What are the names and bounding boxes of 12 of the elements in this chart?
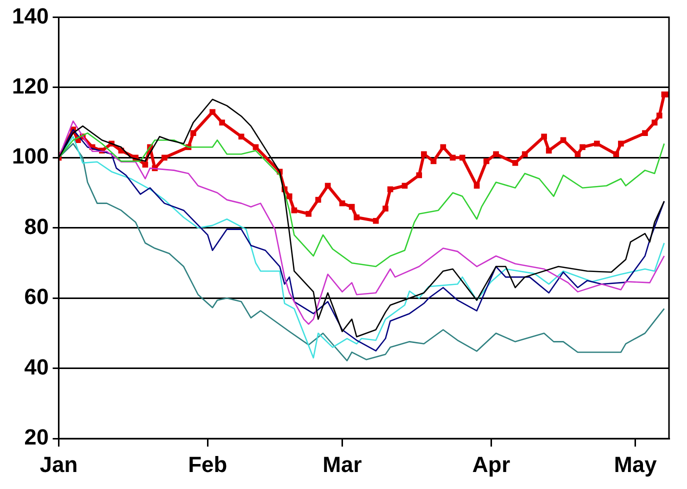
y-tick-label: 60 xyxy=(24,284,49,310)
x-tick-label: Feb xyxy=(188,452,228,477)
y-tick-label: 40 xyxy=(24,354,49,380)
x-tick-label: Apr xyxy=(472,452,511,477)
y-tick-label: 80 xyxy=(24,214,49,239)
y-tick-label: 140 xyxy=(12,3,49,28)
y-tick-label: 100 xyxy=(12,144,49,169)
x-tick-label: Mar xyxy=(322,452,362,477)
y-tick-label: 20 xyxy=(24,424,49,450)
y-tick-label: 120 xyxy=(12,73,49,98)
x-tick-label: Jan xyxy=(40,452,78,477)
x-tick-label: May xyxy=(614,452,658,477)
